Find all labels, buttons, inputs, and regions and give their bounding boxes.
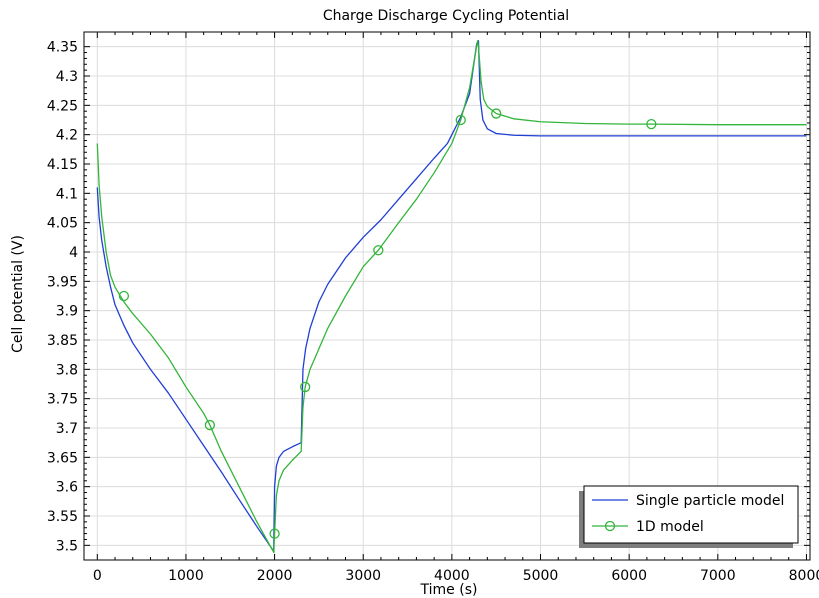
series-layer bbox=[96, 40, 807, 554]
x-tick-label: 5000 bbox=[523, 568, 559, 584]
legend-marker-2 bbox=[604, 520, 616, 532]
legend-label-2: 1D model bbox=[636, 519, 704, 535]
y-tick-label: 3.65 bbox=[47, 450, 78, 466]
x-tick-label: 7000 bbox=[700, 568, 736, 584]
chart-title: Charge Discharge Cycling Potential bbox=[323, 8, 569, 24]
y-axis-title: Cell potential (V) bbox=[10, 235, 26, 353]
y-tick-label: 3.9 bbox=[56, 304, 78, 320]
y-tick-label: 4.3 bbox=[56, 69, 78, 85]
y-tick-label: 3.7 bbox=[56, 421, 78, 437]
x-tick-label: 2000 bbox=[257, 568, 293, 584]
y-tick-label: 3.75 bbox=[47, 392, 78, 408]
y-tick-label: 4.1 bbox=[56, 186, 78, 202]
series-marker-2 bbox=[373, 245, 384, 256]
x-tick-label: 8000 bbox=[789, 568, 819, 584]
series-marker-2 bbox=[269, 528, 280, 539]
x-tick-labels: 0 1000 2000 3000 4000 5000 6000 7000 8000 bbox=[93, 568, 819, 584]
y-tick-label: 3.95 bbox=[47, 274, 78, 290]
x-axis-title: Time (s) bbox=[420, 582, 478, 598]
y-tick-label: 3.55 bbox=[47, 509, 78, 525]
series-marker-2 bbox=[455, 114, 466, 126]
y-tick-label: 4 bbox=[69, 245, 78, 261]
x-tick-label: 4000 bbox=[434, 568, 470, 584]
y-tick-label: 3.8 bbox=[56, 362, 78, 378]
x-tick-label: 6000 bbox=[611, 568, 647, 584]
legend-label-1: Single particle model bbox=[636, 493, 784, 509]
legend-box bbox=[583, 485, 799, 544]
y-tick-label: 3.5 bbox=[56, 538, 78, 554]
y-tick-label: 4.2 bbox=[56, 128, 78, 144]
series-marker-2 bbox=[204, 419, 216, 431]
series-marker-2 bbox=[646, 118, 657, 130]
series-line-2 bbox=[96, 40, 807, 554]
grid-lines bbox=[84, 32, 810, 560]
series-marker-2 bbox=[300, 381, 311, 393]
x-tick-label: 1000 bbox=[168, 568, 204, 584]
y-tick-label: 4.05 bbox=[47, 216, 78, 232]
y-tick-label: 4.35 bbox=[47, 40, 78, 56]
y-tick-label: 3.85 bbox=[47, 333, 78, 349]
plot-area bbox=[83, 31, 811, 561]
x-tick-label: 3000 bbox=[345, 568, 381, 584]
y-tick-label: 3.6 bbox=[56, 480, 78, 496]
x-tick-label: 0 bbox=[93, 568, 102, 584]
y-tick-label: 4.25 bbox=[47, 98, 78, 114]
series-line-1 bbox=[96, 40, 807, 552]
legend: Single particle model 1D model bbox=[579, 485, 799, 548]
axis-ticks bbox=[84, 32, 810, 560]
series-marker-2 bbox=[118, 290, 130, 302]
series-marker-2 bbox=[491, 108, 502, 119]
y-tick-labels: 3.5 3.55 3.6 3.65 3.7 3.75 3.8 3.85 3.9 3.95 4 4.05… bbox=[47, 40, 78, 555]
y-tick-label: 4.15 bbox=[47, 157, 78, 173]
